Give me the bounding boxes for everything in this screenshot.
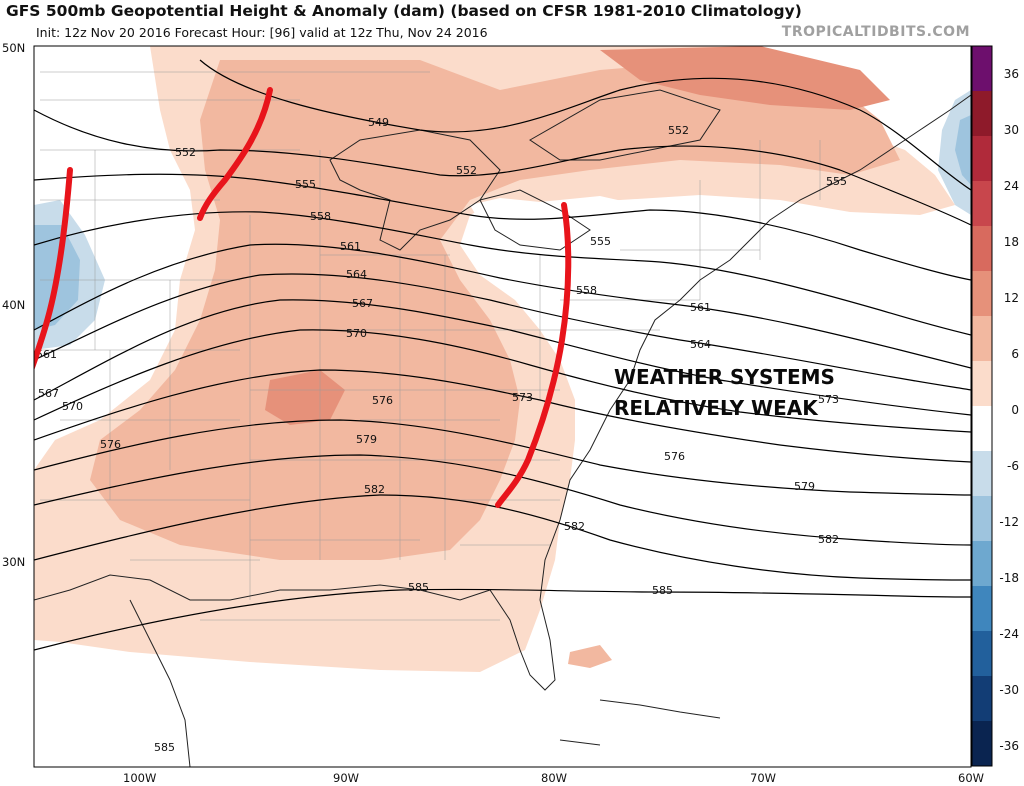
colorbar-tick-label: 30 — [1004, 123, 1019, 137]
colorbar-swatch — [972, 361, 992, 407]
contour-label: 564 — [346, 268, 367, 281]
contour-labels: 549 552 552 552 555 555 555 558 558 561 … — [36, 116, 847, 754]
lon-label: 100W — [123, 771, 156, 785]
trough-line-east — [495, 202, 572, 508]
colorbar-swatch — [972, 226, 992, 272]
colorbar-swatch — [972, 586, 992, 632]
colorbar-swatch — [972, 676, 992, 722]
contour-label: 552 — [175, 146, 196, 159]
colorbar-tick-label: 18 — [1004, 235, 1019, 249]
colorbar: 36 30 24 18 12 6 0 -6 -12 -18 -24 -30 -36 — [971, 45, 1019, 767]
contour-label: 579 — [794, 480, 815, 493]
contour-label: 561 — [690, 301, 711, 314]
trough-line-north — [197, 87, 273, 221]
contour-label: 552 — [456, 164, 477, 177]
colorbar-tick-label: -12 — [999, 515, 1019, 529]
contour-label: 576 — [100, 438, 121, 451]
header: GFS 500mb Geopotential Height & Anomaly … — [0, 0, 1024, 44]
contour-label: 576 — [664, 450, 685, 463]
contour-label: 570 — [346, 327, 367, 340]
trough-line-west — [34, 167, 73, 371]
contour-label: 585 — [154, 741, 175, 754]
contour-label: 585 — [408, 581, 429, 594]
colorbar-tick-label: -6 — [1007, 459, 1019, 473]
contour-label: 564 — [690, 338, 711, 351]
lon-label: 70W — [750, 771, 776, 785]
coastlines — [34, 89, 971, 767]
contour-label: 555 — [826, 175, 847, 188]
colorbar-tick-label: 12 — [1004, 291, 1019, 305]
contour-label: 555 — [590, 235, 611, 248]
lat-label: 50N — [2, 41, 25, 55]
colorbar-swatch — [972, 721, 992, 767]
height-contours — [34, 59, 971, 651]
colorbar-swatch — [972, 91, 992, 137]
colorbar-tick-label: 6 — [1011, 347, 1019, 361]
colorbar-swatch — [972, 271, 992, 317]
contour-label: 582 — [564, 520, 585, 533]
contour-label: 558 — [576, 284, 597, 297]
contour-label: 579 — [356, 433, 377, 446]
contour-label: 573 — [818, 393, 839, 406]
map-subtitle: Init: 12z Nov 20 2016 Forecast Hour: [96… — [36, 25, 488, 40]
colorbar-swatch — [972, 541, 992, 587]
lon-label: 90W — [333, 771, 359, 785]
longitude-labels: 100W 90W 80W 70W 60W — [123, 771, 984, 785]
colorbar-tick-label: 24 — [1004, 179, 1019, 193]
contour-label: 582 — [818, 533, 839, 546]
colorbar-swatch — [972, 46, 992, 92]
contour-label: 558 — [310, 210, 331, 223]
colorbar-swatch — [972, 406, 992, 452]
contour-label: 567 — [38, 387, 59, 400]
contour-label: 567 — [352, 297, 373, 310]
latitude-labels: 50N 40N 30N — [2, 41, 25, 569]
lon-label: 80W — [541, 771, 567, 785]
annotation-line-1: WEATHER SYSTEMS — [614, 365, 835, 389]
contour-label: 576 — [372, 394, 393, 407]
colorbar-swatch — [972, 181, 992, 227]
contour-label: 561 — [36, 348, 57, 361]
colorbar-tick-label: -36 — [999, 739, 1019, 753]
lat-label: 30N — [2, 555, 25, 569]
colorbar-swatch — [972, 316, 992, 362]
drawn-trough-lines — [34, 87, 572, 508]
contour-label: 549 — [368, 116, 389, 129]
colorbar-swatch — [972, 496, 992, 542]
colorbar-tick-label: -24 — [999, 627, 1019, 641]
contour-label: 573 — [512, 391, 533, 404]
colorbar-swatch — [972, 451, 992, 497]
colorbar-tick-label: 36 — [1004, 67, 1019, 81]
contour-label: 555 — [295, 178, 316, 191]
colorbar-tick-label: -18 — [999, 571, 1019, 585]
map-title: GFS 500mb Geopotential Height & Anomaly … — [6, 2, 802, 20]
lon-label: 60W — [958, 771, 984, 785]
source-watermark: TROPICALTIDBITS.COM — [781, 24, 970, 40]
colorbar-tick-label: 0 — [1011, 403, 1019, 417]
contour-label: 570 — [62, 400, 83, 413]
contour-label: 585 — [652, 584, 673, 597]
contour-label: 561 — [340, 240, 361, 253]
colorbar-swatch — [972, 136, 992, 182]
colorbar-tick-label: -30 — [999, 683, 1019, 697]
lat-label: 40N — [2, 298, 25, 312]
colorbar-swatch — [972, 631, 992, 677]
contour-label: 582 — [364, 483, 385, 496]
annotation: WEATHER SYSTEMS RELATIVELY WEAK — [614, 365, 835, 420]
map-frame — [33, 45, 972, 768]
annotation-line-2: RELATIVELY WEAK — [614, 396, 819, 420]
contour-label: 552 — [668, 124, 689, 137]
